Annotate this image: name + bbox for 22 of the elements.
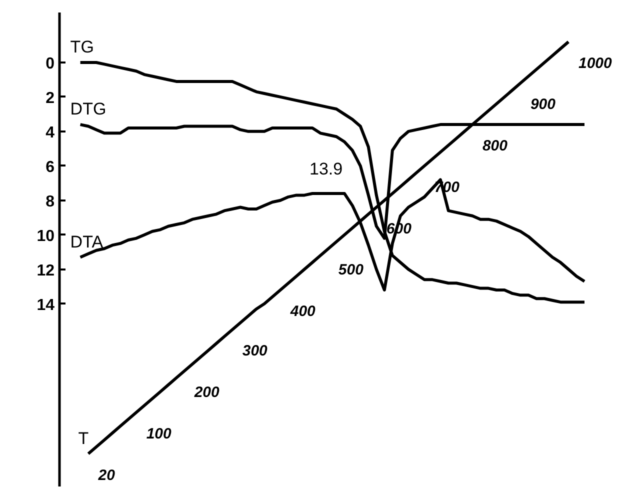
series-label: T bbox=[78, 428, 89, 448]
annotation: 100 bbox=[146, 425, 172, 442]
y-tick-label: 10 bbox=[36, 228, 55, 245]
annotation: 500 bbox=[338, 262, 364, 279]
y-tick-label: 0 bbox=[46, 55, 55, 72]
series-label: DTA bbox=[70, 232, 104, 252]
y-tick-label: 4 bbox=[46, 124, 55, 142]
y-tick-label: 14 bbox=[36, 296, 55, 314]
annotation: 400 bbox=[289, 303, 316, 320]
annotation: 13.9 bbox=[310, 160, 343, 178]
y-tick-label: 2 bbox=[46, 90, 55, 107]
series-label: DTG bbox=[70, 100, 106, 119]
annotation: 20 bbox=[97, 466, 116, 484]
annotation: 900 bbox=[530, 96, 556, 114]
annotation: 1000 bbox=[578, 54, 613, 72]
annotation: 200 bbox=[193, 384, 220, 402]
annotation: 800 bbox=[482, 138, 508, 155]
y-tick-label: 8 bbox=[46, 193, 55, 210]
y-tick-label: 12 bbox=[36, 262, 55, 280]
annotation: 300 bbox=[242, 342, 268, 360]
series-label: TG bbox=[70, 37, 94, 56]
y-tick-label: 6 bbox=[46, 158, 55, 176]
